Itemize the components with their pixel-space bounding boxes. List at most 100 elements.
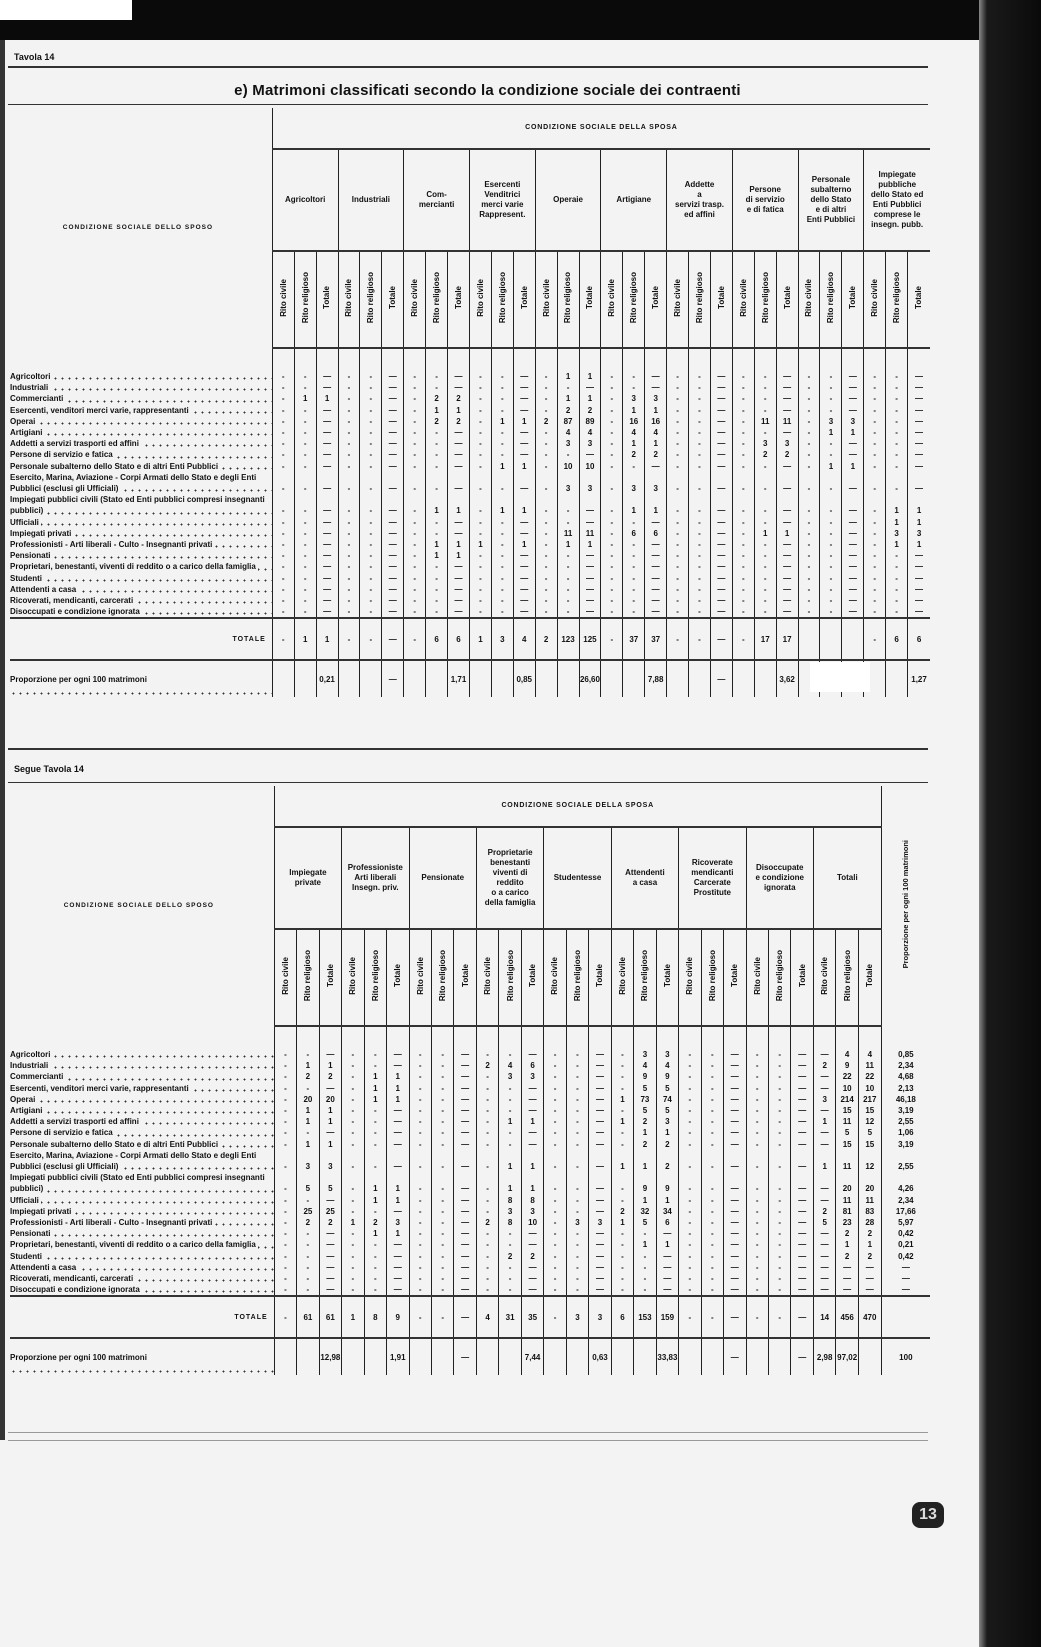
table-cell: -: [543, 1060, 567, 1072]
totals-cell: 4: [475, 1295, 499, 1340]
table-cell: -: [408, 1127, 432, 1139]
table-cell: -: [543, 1116, 567, 1128]
totals-row: Totale -61 61 1 8 9- - —4 31 35-3 3 6 153 159- - — - - —14…: [10, 1295, 930, 1340]
row-label-text: Agricoltori: [10, 1049, 53, 1059]
row-label-text: Operai: [10, 416, 38, 426]
table-cell: -: [271, 583, 295, 596]
table-cell: -: [403, 415, 426, 428]
table-cell: -: [273, 1217, 297, 1229]
table-cell: —: [381, 561, 404, 573]
table-cell: -: [293, 415, 317, 428]
table-cell: -: [475, 1205, 499, 1218]
table-cell: —: [512, 561, 536, 573]
table-cell: -: [468, 382, 492, 394]
table-row: Proprietari, benestanti, viventi di redd…: [10, 561, 930, 573]
table-cell: -: [273, 1194, 297, 1206]
table-cell: -: [273, 1172, 297, 1195]
table-cell: 22: [835, 1071, 859, 1083]
table-cell: —: [723, 1138, 747, 1150]
row-label: Attendenti a casa: [10, 1261, 275, 1274]
column-header: Rito religioso: [565, 929, 589, 1027]
table-cell: -: [863, 595, 886, 607]
table-cell: -: [359, 539, 382, 551]
table-cell: -: [819, 449, 842, 461]
table-cell: -: [475, 1149, 499, 1173]
row-label-text: Addetti a servizi trasporti ed affini: [10, 1117, 141, 1127]
table-cell: 1: [520, 1149, 544, 1173]
table-cell: -: [863, 348, 886, 383]
table-cell: -: [425, 348, 448, 383]
table-cell: 15: [857, 1105, 882, 1117]
table-cell: —: [588, 1239, 612, 1251]
table-cell: -: [293, 595, 317, 607]
column-header: Rito civile: [600, 251, 623, 349]
table-cell: -: [359, 449, 382, 461]
table-cell: -: [543, 1194, 567, 1206]
table-cell: -: [678, 1127, 702, 1139]
table-cell: -: [543, 1172, 567, 1195]
column-header-text: Rito religioso: [438, 950, 448, 1002]
proportion-cell: [273, 1338, 297, 1376]
proportion-cell: [475, 1338, 499, 1376]
column-header-text: Rito civile: [672, 279, 682, 317]
table-cell: —: [790, 1127, 814, 1139]
table-cell: -: [425, 427, 448, 439]
table-cell: -: [403, 438, 426, 450]
table-cell: —: [709, 494, 733, 517]
table-cell: -: [688, 527, 711, 540]
table-cell: -: [688, 348, 711, 383]
table-cell: 11: [578, 527, 601, 540]
table-cell: 3: [622, 471, 645, 495]
table-cell: -: [337, 561, 360, 573]
table-cell: 1: [490, 415, 514, 428]
table-cell: -: [797, 527, 820, 540]
totals-cell: 159: [655, 1295, 679, 1340]
table-cell: —: [381, 438, 404, 450]
row-label-text: Attendenti a casa: [10, 1262, 79, 1272]
proportion-cell: 0,21: [880, 1239, 930, 1251]
table-cell: 3: [556, 471, 579, 495]
table-cell: —: [857, 1284, 882, 1297]
table-cell: 1: [885, 539, 908, 551]
table-cell: -: [273, 1138, 297, 1150]
table-cell: —: [315, 583, 339, 596]
proportion-cell: [767, 1338, 791, 1376]
row-label-text: Esercenti, venditori merci varie, rappre…: [10, 1083, 191, 1093]
totals-cell: 1: [293, 617, 317, 662]
table-cell: -: [337, 404, 360, 416]
column-header-text: Totale: [393, 964, 403, 988]
table-cell: -: [600, 527, 623, 540]
table-cell: -: [534, 494, 558, 517]
table-cell: -: [731, 427, 755, 439]
table-cell: —: [381, 527, 404, 540]
table-cell: 2: [318, 1071, 342, 1083]
table-cell: —: [318, 1250, 342, 1262]
table-cell: —: [709, 516, 733, 528]
table-cell: —: [386, 1127, 409, 1139]
table-row: Impiegati pubblici civili (Stato ed Enti…: [10, 494, 930, 517]
table-cell: —: [315, 527, 339, 540]
table-cell: 1: [386, 1194, 409, 1206]
table-cell: -: [490, 471, 514, 495]
column-header: Totale: [841, 251, 864, 349]
table-cell: —: [453, 1172, 477, 1195]
table-cell: -: [688, 404, 711, 416]
table-row: Impiegati pubblici civili (Stato ed Enti…: [10, 1172, 930, 1195]
table-cell: —: [709, 382, 733, 394]
table-cell: 1: [655, 1239, 679, 1251]
table-cell: -: [341, 1138, 365, 1150]
table-cell: -: [543, 1239, 567, 1251]
table-cell: -: [797, 415, 820, 428]
table-cell: 6: [644, 527, 667, 540]
table-cell: —: [520, 1127, 544, 1139]
proportion-column-header: Proporzione per ogni 100 matrimoni: [880, 786, 930, 1026]
table-cell: —: [644, 572, 667, 584]
table-cell: 83: [857, 1205, 882, 1218]
table-cell: -: [273, 1261, 297, 1274]
table-cell: -: [403, 527, 426, 540]
totals-cell: 1: [468, 617, 492, 662]
table-cell: —: [812, 1082, 836, 1094]
table-cell: -: [819, 606, 842, 619]
table-cell: 2: [475, 1060, 499, 1072]
table-cell: —: [790, 1082, 814, 1094]
